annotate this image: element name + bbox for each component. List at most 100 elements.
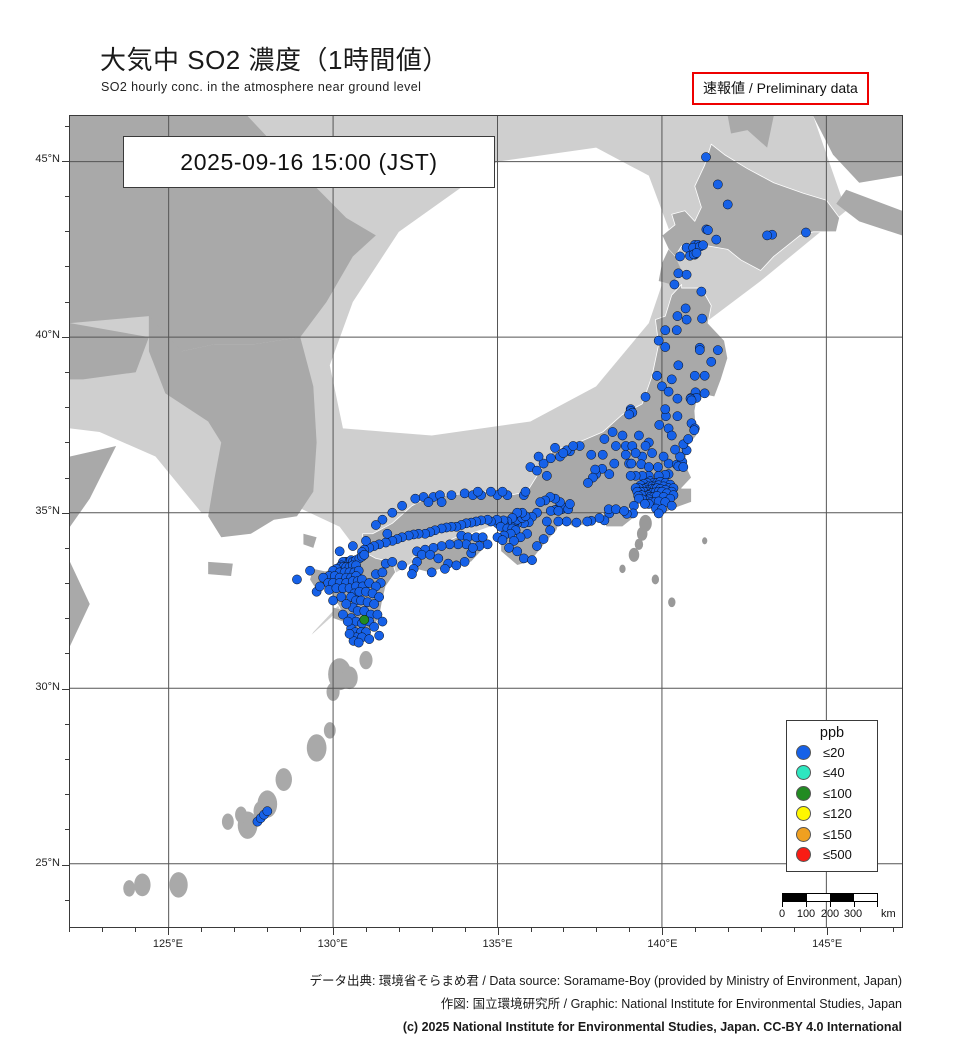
station-point[interactable] <box>444 539 455 550</box>
station-point[interactable] <box>626 458 637 469</box>
station-point[interactable] <box>472 486 483 497</box>
station-point[interactable] <box>699 388 710 399</box>
station-point[interactable] <box>467 542 478 553</box>
station-point[interactable] <box>359 549 370 560</box>
station-point[interactable] <box>681 269 692 280</box>
station-point[interactable] <box>624 409 634 420</box>
station-point[interactable] <box>451 560 462 571</box>
station-point[interactable] <box>599 434 610 444</box>
station-point[interactable] <box>341 599 352 609</box>
station-point[interactable] <box>497 486 508 497</box>
station-point[interactable] <box>611 441 621 451</box>
station-point[interactable] <box>372 609 383 620</box>
station-point[interactable] <box>387 507 398 518</box>
station-point[interactable] <box>344 628 355 639</box>
station-point[interactable] <box>678 462 689 472</box>
station-point[interactable] <box>532 541 542 551</box>
station-point[interactable] <box>565 499 575 509</box>
station-point[interactable] <box>477 532 488 543</box>
station-point[interactable] <box>634 430 644 441</box>
station-point[interactable] <box>558 448 569 458</box>
station-point[interactable] <box>619 506 630 516</box>
station-point[interactable] <box>509 536 519 546</box>
station-point[interactable] <box>673 268 684 279</box>
station-point[interactable] <box>689 370 700 381</box>
station-point[interactable] <box>666 500 677 511</box>
station-point[interactable] <box>762 230 772 241</box>
station-point[interactable] <box>535 497 546 507</box>
station-point[interactable] <box>371 520 381 530</box>
station-point[interactable] <box>336 592 347 602</box>
station-point[interactable] <box>669 279 680 290</box>
station-point[interactable] <box>338 609 348 620</box>
station-point[interactable] <box>407 569 417 580</box>
station-point[interactable] <box>660 325 671 336</box>
station-point[interactable] <box>672 393 683 404</box>
station-point[interactable] <box>652 370 662 381</box>
station-point[interactable] <box>672 311 683 321</box>
legend-item[interactable]: ≤100 <box>787 783 877 804</box>
station-point[interactable] <box>538 534 549 544</box>
station-point[interactable] <box>647 448 657 458</box>
station-point[interactable] <box>660 404 671 415</box>
station-point[interactable] <box>545 525 555 536</box>
station-point[interactable] <box>640 441 651 451</box>
station-point[interactable] <box>594 513 605 523</box>
station-point[interactable] <box>433 553 444 564</box>
legend-item[interactable]: ≤150 <box>787 824 877 845</box>
station-point[interactable] <box>410 493 421 504</box>
station-point[interactable] <box>364 634 375 644</box>
station-point[interactable] <box>675 451 685 462</box>
station-point[interactable] <box>604 469 615 479</box>
station-point[interactable] <box>658 451 669 462</box>
station-point[interactable] <box>538 458 549 469</box>
station-point[interactable] <box>653 462 663 472</box>
station-point[interactable] <box>436 541 447 551</box>
station-point[interactable] <box>425 549 435 560</box>
station-point[interactable] <box>722 199 733 210</box>
station-point[interactable] <box>369 622 380 632</box>
station-point[interactable] <box>482 539 493 550</box>
station-point[interactable] <box>497 535 508 545</box>
station-point[interactable] <box>369 599 380 609</box>
station-point[interactable] <box>681 314 692 325</box>
station-point[interactable] <box>342 616 353 627</box>
legend-item[interactable]: ≤120 <box>787 804 877 825</box>
station-point[interactable] <box>561 516 572 527</box>
station-point[interactable] <box>512 546 523 557</box>
station-point[interactable] <box>586 449 597 460</box>
station-point[interactable] <box>643 462 654 472</box>
station-point[interactable] <box>446 490 457 501</box>
station-point[interactable] <box>542 470 552 481</box>
station-point[interactable] <box>315 581 325 592</box>
station-point[interactable] <box>532 465 542 476</box>
station-point[interactable] <box>673 360 684 371</box>
legend-item[interactable]: ≤500 <box>787 845 877 866</box>
station-point[interactable] <box>660 342 671 352</box>
station-point[interactable] <box>542 516 552 527</box>
station-point[interactable] <box>706 356 717 367</box>
station-point[interactable] <box>697 313 707 324</box>
station-point[interactable] <box>620 449 631 460</box>
station-point[interactable] <box>686 395 697 406</box>
station-point[interactable] <box>553 516 564 527</box>
station-point[interactable] <box>711 234 722 245</box>
station-point[interactable] <box>553 506 564 516</box>
station-point[interactable] <box>671 325 682 336</box>
station-point[interactable] <box>675 251 685 262</box>
station-point[interactable] <box>292 574 302 585</box>
station-point[interactable] <box>611 504 621 515</box>
station-point[interactable] <box>653 335 664 346</box>
station-point[interactable] <box>607 427 618 437</box>
station-point[interactable] <box>625 470 636 481</box>
station-point[interactable] <box>571 517 582 528</box>
station-point[interactable] <box>698 240 708 251</box>
station-point[interactable] <box>640 392 651 402</box>
station-point[interactable] <box>377 514 388 525</box>
station-point[interactable] <box>672 411 683 421</box>
station-point[interactable] <box>691 248 702 258</box>
station-point[interactable] <box>545 453 556 464</box>
station-point[interactable] <box>689 425 700 436</box>
station-point[interactable] <box>328 595 338 606</box>
station-point[interactable] <box>377 567 388 578</box>
